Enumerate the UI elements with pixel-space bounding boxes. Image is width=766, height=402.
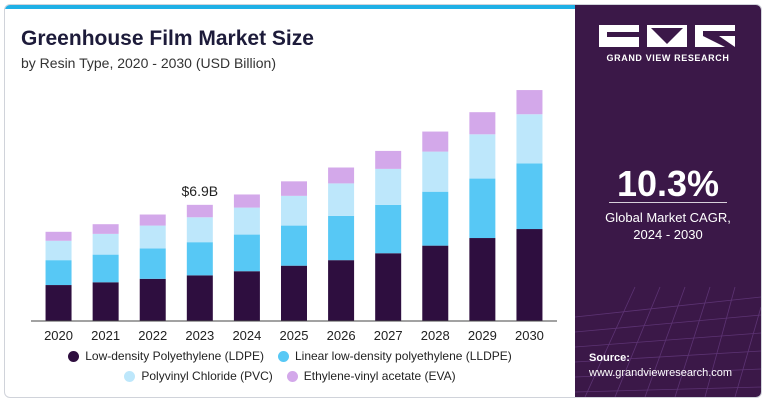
source-label: Source:	[589, 352, 630, 364]
bar-segment-2027-4	[375, 150, 402, 169]
bar-segment-2029-4	[469, 112, 496, 135]
legend-swatch-pvc	[124, 370, 136, 382]
x-tick-label-2030: 2030	[515, 328, 544, 343]
bar-segment-2028-2	[422, 191, 449, 246]
bar-segment-2025-3	[281, 195, 307, 226]
bar-segment-2030-3	[516, 114, 543, 164]
bar-segment-2025-2	[281, 225, 307, 266]
decorative-grid	[575, 286, 761, 397]
cagr-label-line-2: 2024 - 2030	[633, 227, 703, 242]
bar-segment-2023-1	[186, 275, 213, 321]
legend-swatch-lldpe	[277, 350, 289, 362]
bar-segment-2028-3	[422, 151, 449, 192]
bar-segment-2026-4	[328, 167, 355, 184]
cagr-label-line-1: Global Market CAGR,	[605, 210, 731, 225]
x-tick-label-2027: 2027	[374, 328, 403, 343]
legend-label-ldpe: Low-density Polyethylene (LDPE)	[85, 349, 264, 363]
page-subtitle: by Resin Type, 2020 - 2030 (USD Billion)	[21, 55, 276, 71]
x-tick-label-2023: 2023	[185, 328, 214, 343]
legend-row-2: Polyvinyl Chloride (PVC) Ethylene-vinyl …	[5, 369, 575, 383]
x-tick-label-2025: 2025	[280, 328, 309, 343]
bar-segment-2024-4	[233, 194, 260, 208]
source-note: Source: www.grandviewresearch.com	[589, 351, 732, 381]
accent-bar	[5, 5, 575, 9]
legend-row-1: Low-density Polyethylene (LDPE) Linear l…	[5, 349, 575, 363]
legend-swatch-eva	[286, 370, 298, 382]
bar-segment-2027-1	[375, 253, 402, 321]
bar-segment-2027-3	[375, 168, 402, 205]
bar-segment-2022-3	[139, 225, 166, 249]
bar-segment-2025-1	[281, 265, 307, 321]
bar-segment-2024-2	[233, 234, 260, 272]
bar-segment-2026-1	[328, 260, 355, 321]
logo-icon	[599, 25, 735, 47]
legend-swatch-ldpe	[68, 350, 80, 362]
legend-item-pvc: Polyvinyl Chloride (PVC)	[124, 369, 273, 383]
bar-segment-2030-2	[516, 163, 543, 230]
bar-segment-2020-2	[45, 260, 72, 286]
bar-segment-2021-1	[92, 282, 119, 321]
source-url[interactable]: www.grandviewresearch.com	[589, 367, 733, 379]
bar-segment-2023-3	[186, 217, 213, 243]
chart-panel: Greenhouse Film Market Size by Resin Typ…	[5, 9, 575, 397]
bar-segment-2021-4	[92, 224, 119, 234]
x-tick-label-2029: 2029	[468, 328, 497, 343]
bar-segment-2028-1	[422, 245, 449, 321]
bar-segment-2027-2	[375, 204, 402, 254]
bar-segment-2023-4	[186, 204, 213, 218]
bar-segment-2022-1	[139, 278, 166, 321]
x-tick-label-2026: 2026	[327, 328, 356, 343]
bar-segment-2020-4	[45, 231, 72, 241]
x-tick-label-2028: 2028	[421, 328, 450, 343]
bar-segment-2023-2	[186, 242, 213, 276]
bar-segment-2025-4	[281, 181, 307, 196]
cagr-value: 10.3%	[616, 163, 720, 204]
bar-segment-2024-3	[233, 207, 260, 235]
bar-segment-2021-3	[92, 233, 119, 255]
bar-segment-2028-4	[422, 131, 449, 152]
data-label-2023: $6.9B	[182, 183, 219, 199]
bar-segment-2026-3	[328, 183, 355, 216]
summary-sidebar: GRAND VIEW RESEARCH 10.3% Global Market …	[575, 5, 761, 397]
bar-segment-2030-4	[516, 90, 543, 115]
stacked-bar-chart: 2020 2021 2022 2023 $6.9B 2024 2025 2026 2027 202…	[31, 90, 557, 343]
bar-segment-2030-1	[516, 229, 543, 321]
bar-segment-2020-1	[45, 285, 72, 321]
legend-item-eva: Ethylene-vinyl acetate (EVA)	[286, 369, 456, 383]
bar-segment-2020-3	[45, 240, 72, 261]
bar-segment-2026-2	[328, 215, 355, 261]
x-tick-label-2024: 2024	[232, 328, 261, 343]
bar-segment-2021-2	[92, 254, 119, 283]
page-title: Greenhouse Film Market Size	[21, 27, 314, 50]
bar-segment-2029-1	[469, 238, 496, 321]
legend-label-lldpe: Linear low-density polyethylene (LLDPE)	[294, 349, 512, 363]
chart-legend: Low-density Polyethylene (LDPE) Linear l…	[5, 349, 575, 389]
legend-item-lldpe: Linear low-density polyethylene (LLDPE)	[277, 349, 512, 363]
brand-logo: GRAND VIEW RESEARCH	[595, 25, 741, 71]
x-tick-label-2021: 2021	[91, 328, 120, 343]
bar-segment-2029-2	[469, 178, 496, 239]
cagr-divider	[609, 202, 727, 203]
x-tick-label-2022: 2022	[138, 328, 167, 343]
bar-segment-2024-1	[233, 271, 260, 321]
x-tick-label-2020: 2020	[44, 328, 73, 343]
logo-text: GRAND VIEW RESEARCH	[606, 53, 730, 63]
cagr-label: Global Market CAGR, 2024 - 2030	[575, 209, 761, 243]
infographic-card: Greenhouse Film Market Size by Resin Typ…	[4, 4, 762, 398]
bar-segment-2022-2	[139, 248, 166, 279]
bar-segment-2022-4	[139, 214, 166, 226]
legend-item-ldpe: Low-density Polyethylene (LDPE)	[68, 349, 264, 363]
legend-label-eva: Ethylene-vinyl acetate (EVA)	[303, 369, 456, 383]
bar-segment-2029-3	[469, 134, 496, 179]
legend-label-pvc: Polyvinyl Chloride (PVC)	[141, 369, 273, 383]
